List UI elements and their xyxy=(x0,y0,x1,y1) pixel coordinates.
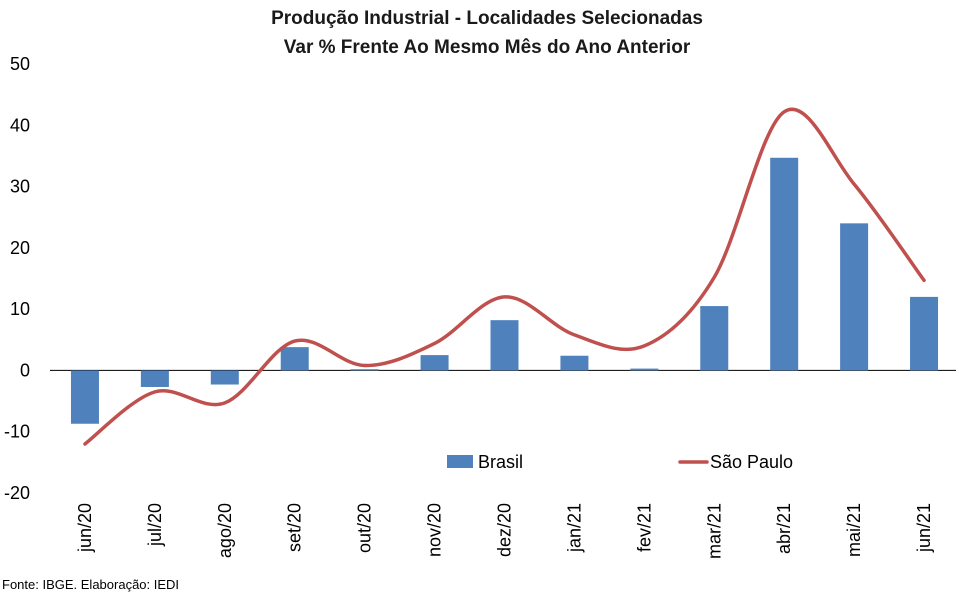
x-tick-label: jan/21 xyxy=(564,503,584,553)
chart-title: Produção Industrial - Localidades Seleci… xyxy=(271,8,703,29)
bar-brasil xyxy=(700,306,729,371)
x-tick-label: nov/20 xyxy=(425,503,445,557)
y-tick-label: 20 xyxy=(10,238,30,258)
bar-brasil xyxy=(140,370,169,387)
bar-brasil xyxy=(840,223,869,371)
x-tick-label: fev/21 xyxy=(634,503,654,552)
bar-brasil xyxy=(490,320,519,371)
y-tick-label: -20 xyxy=(4,483,30,503)
x-tick-label: ago/20 xyxy=(215,503,235,558)
source-note: Fonte: IBGE. Elaboração: IEDI xyxy=(2,577,179,592)
y-tick-label: -10 xyxy=(4,422,30,442)
x-tick-label: jun/20 xyxy=(75,503,95,553)
x-tick-label: set/20 xyxy=(285,503,305,552)
chart-subtitle: Var % Frente Ao Mesmo Mês do Ano Anterio… xyxy=(284,37,691,58)
bar-brasil xyxy=(210,370,239,385)
bar-brasil xyxy=(70,370,99,424)
x-tick-label: mar/21 xyxy=(704,503,724,559)
y-tick-label: 40 xyxy=(10,115,30,135)
sao-paulo-line xyxy=(83,107,926,446)
x-tick-label: jul/20 xyxy=(145,503,165,547)
brasil-bars xyxy=(70,157,939,424)
bar-brasil xyxy=(560,355,589,371)
y-axis-ticks: -20 -10 0 10 20 30 40 50 xyxy=(4,54,30,503)
legend-swatch-brasil xyxy=(447,455,473,468)
x-tick-label: jun/21 xyxy=(914,503,934,553)
x-axis-ticks: jun/20 jul/20 ago/20 set/20 out/20 nov/20 dez/… xyxy=(75,503,934,559)
x-tick-label: abr/21 xyxy=(774,503,794,554)
legend-label-sao-paulo: São Paulo xyxy=(710,452,793,472)
bar-brasil xyxy=(350,369,379,371)
legend: Brasil São Paulo xyxy=(447,452,793,472)
bar-brasil xyxy=(630,368,659,371)
legend-label-brasil: Brasil xyxy=(478,452,523,472)
x-tick-label: mai/21 xyxy=(844,503,864,557)
bar-brasil xyxy=(770,157,799,371)
y-tick-label: 0 xyxy=(20,360,30,380)
y-tick-label: 30 xyxy=(10,177,30,197)
y-tick-label: 10 xyxy=(10,299,30,319)
bar-brasil xyxy=(420,355,449,371)
x-tick-label: out/20 xyxy=(355,503,375,553)
bar-brasil xyxy=(280,347,309,371)
x-tick-label: dez/20 xyxy=(495,503,515,557)
y-tick-label: 50 xyxy=(10,54,30,74)
bar-brasil xyxy=(910,296,939,371)
